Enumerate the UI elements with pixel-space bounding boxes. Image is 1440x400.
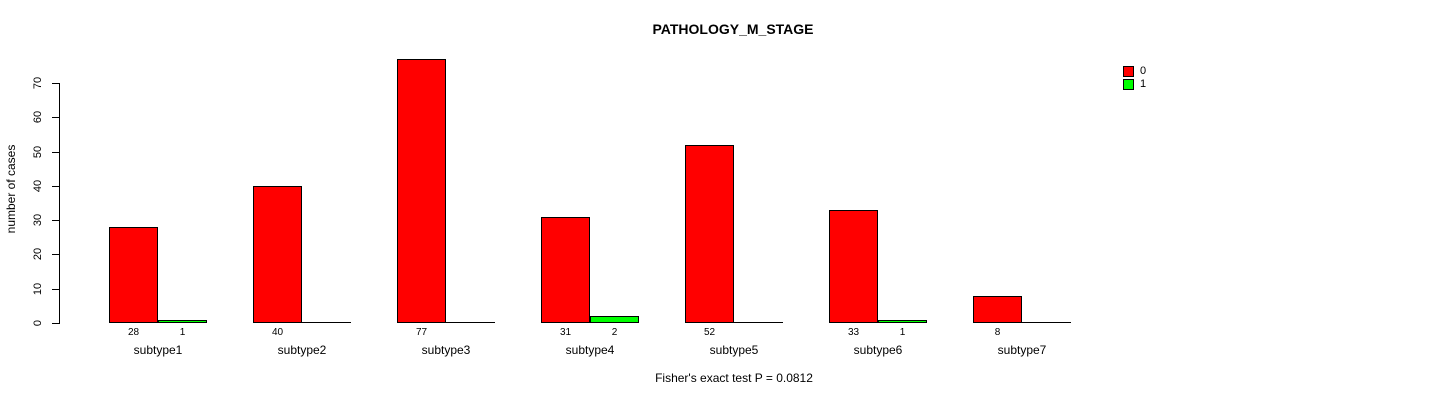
legend-label: 0 — [1140, 65, 1147, 77]
bar-0-subtype2 — [253, 186, 302, 323]
bar-value-label: 77 — [415, 327, 428, 338]
bar-0-subtype7 — [973, 296, 1022, 323]
legend-swatch-0 — [1123, 66, 1134, 77]
category-label: subtype7 — [997, 343, 1047, 357]
bar-0-subtype1 — [109, 227, 158, 323]
stat-test-annotation: Fisher's exact test P = 0.0812 — [655, 371, 813, 385]
y-axis-tick — [52, 117, 59, 118]
legend-label: 1 — [1140, 78, 1147, 90]
bar-1-subtype1 — [158, 320, 207, 323]
y-axis-tick-label: 70 — [32, 76, 44, 90]
category-label: subtype4 — [565, 343, 615, 357]
bar-value-label: 31 — [559, 327, 572, 338]
legend-row: 1 — [1123, 78, 1146, 91]
y-axis-tick-label: 20 — [32, 247, 44, 261]
group-baseline — [253, 322, 351, 323]
y-axis-tick-label: 50 — [32, 145, 44, 159]
y-axis-tick-label: 10 — [32, 282, 44, 296]
y-axis-line — [59, 83, 60, 324]
y-axis-tick — [52, 254, 59, 255]
group-baseline — [973, 322, 1071, 323]
bar-value-label: 1 — [179, 327, 186, 338]
bar-1-subtype6 — [878, 320, 927, 323]
y-axis-tick — [52, 323, 59, 324]
y-axis-tick-label: 0 — [32, 319, 44, 327]
y-axis-tick — [52, 220, 59, 221]
bar-0-subtype4 — [541, 217, 590, 323]
bar-value-label: 2 — [611, 327, 618, 338]
y-axis-tick — [52, 83, 59, 84]
bar-value-label: 28 — [127, 327, 140, 338]
category-label: subtype3 — [421, 343, 471, 357]
y-axis-tick — [52, 289, 59, 290]
bar-value-label: 33 — [847, 327, 860, 338]
y-axis-tick — [52, 186, 59, 187]
category-label: subtype5 — [709, 343, 759, 357]
category-label: subtype2 — [277, 343, 327, 357]
category-label: subtype1 — [133, 343, 183, 357]
bar-value-label: 8 — [994, 327, 1001, 338]
bar-0-subtype3 — [397, 59, 446, 323]
y-axis-tick-label: 30 — [32, 213, 44, 227]
bar-0-subtype6 — [829, 210, 878, 323]
y-axis-tick-label: 40 — [32, 179, 44, 193]
group-baseline — [685, 322, 783, 323]
legend-swatch-1 — [1123, 79, 1134, 90]
category-label: subtype6 — [853, 343, 903, 357]
y-axis-tick — [52, 152, 59, 153]
y-axis-tick-label: 60 — [32, 110, 44, 124]
chart-title: PATHOLOGY_M_STAGE — [652, 21, 814, 37]
group-baseline — [397, 322, 495, 323]
legend-row: 0 — [1123, 65, 1146, 78]
bar-value-label: 1 — [899, 327, 906, 338]
bar-0-subtype5 — [685, 145, 734, 323]
bar-value-label: 52 — [703, 327, 716, 338]
bar-value-label: 40 — [271, 327, 284, 338]
bar-1-subtype4 — [590, 316, 639, 323]
